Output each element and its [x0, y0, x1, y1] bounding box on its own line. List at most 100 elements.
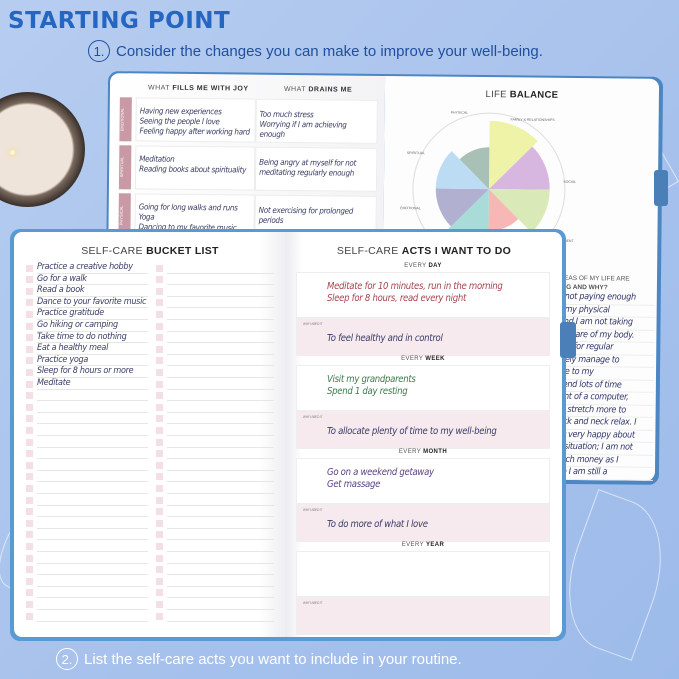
acts-box: Visit my grandparents Spend 1 day resting [296, 365, 550, 411]
checkbox[interactable] [156, 368, 163, 376]
checkbox[interactable] [26, 322, 33, 330]
section-label: EVERY MONTH [296, 446, 550, 458]
checkbox[interactable] [26, 276, 33, 284]
checkbox[interactable] [26, 566, 33, 574]
bucket-row [156, 459, 274, 471]
checkbox[interactable] [26, 426, 33, 434]
checkbox[interactable] [156, 403, 163, 411]
bucket-item [167, 587, 274, 599]
bucket-row: Take time to do nothing [26, 332, 148, 344]
checkbox[interactable] [26, 345, 33, 353]
reflection-line: back and neck relax. I [553, 416, 654, 431]
act-item: Spend 1 day resting [327, 386, 408, 397]
checkbox[interactable] [156, 508, 163, 516]
section-label: EVERY DAY [296, 260, 550, 272]
checkbox[interactable] [156, 438, 163, 446]
checkbox[interactable] [156, 392, 163, 400]
checkbox[interactable] [156, 450, 163, 458]
checkbox[interactable] [156, 542, 163, 550]
checkbox[interactable] [156, 276, 163, 284]
checkbox[interactable] [26, 415, 33, 423]
checkbox[interactable] [156, 310, 163, 318]
reflection-line: front of a computer, [553, 391, 654, 406]
checkbox[interactable] [26, 450, 33, 458]
bucket-item [37, 401, 148, 413]
bucket-row: Read a book [26, 285, 148, 297]
section-label-bold: WEEK [425, 356, 445, 362]
row-category-tag: EMOTIONAL [119, 97, 132, 142]
checkbox[interactable] [156, 589, 163, 597]
checkbox[interactable] [156, 334, 163, 342]
checkbox[interactable] [26, 589, 33, 597]
checkbox[interactable] [26, 392, 33, 400]
bucket-item [167, 540, 274, 552]
checkbox[interactable] [26, 577, 33, 585]
checkbox[interactable] [26, 357, 33, 365]
checkbox[interactable] [156, 380, 163, 388]
checkbox[interactable] [26, 519, 33, 527]
checkbox[interactable] [156, 531, 163, 539]
bucket-item [37, 471, 148, 483]
checkbox[interactable] [26, 334, 33, 342]
checkbox[interactable] [156, 322, 163, 330]
checkbox[interactable] [156, 426, 163, 434]
checkbox[interactable] [26, 461, 33, 469]
checkbox[interactable] [26, 310, 33, 318]
joy-item: Reading books about spirituality [139, 164, 247, 175]
checkbox[interactable] [156, 461, 163, 469]
checkbox[interactable] [156, 612, 163, 620]
checkbox[interactable] [156, 554, 163, 562]
checkbox[interactable] [156, 496, 163, 504]
wheel-segment [488, 189, 519, 231]
bucket-item [167, 274, 274, 286]
checkbox[interactable] [156, 415, 163, 423]
checkbox[interactable] [26, 368, 33, 376]
checkbox[interactable] [156, 484, 163, 492]
checkbox[interactable] [26, 473, 33, 481]
life-balance-page: LIFE BALANCE PHYSICAL FAMILY & RELATIONSH… [380, 76, 660, 481]
checkbox[interactable] [26, 438, 33, 446]
checkbox[interactable] [26, 612, 33, 620]
checkbox[interactable] [26, 380, 33, 388]
checkbox[interactable] [26, 403, 33, 411]
section-label-bold: YEAR [425, 542, 445, 548]
checkbox[interactable] [26, 554, 33, 562]
joy-header: WHAT FILLS ME WITH JOY [147, 84, 249, 93]
checkbox[interactable] [156, 345, 163, 353]
checkbox[interactable] [156, 519, 163, 527]
checkbox[interactable] [26, 484, 33, 492]
checkbox[interactable] [26, 600, 33, 608]
wheel-label: SPIRITUAL [407, 151, 425, 155]
checkbox[interactable] [156, 577, 163, 585]
checkbox[interactable] [26, 299, 33, 307]
checkbox[interactable] [156, 264, 163, 272]
checkbox[interactable] [26, 531, 33, 539]
checkbox[interactable] [156, 299, 163, 307]
checkbox[interactable] [156, 287, 163, 295]
checkbox[interactable] [26, 508, 33, 516]
bucket-item: Practice yoga [37, 355, 148, 367]
bucket-row [156, 424, 274, 436]
checkbox[interactable] [156, 473, 163, 481]
section-label-pre: EVERY [401, 356, 426, 362]
bucket-row [156, 308, 274, 320]
acts-box: Meditate for 10 minutes, run in the morn… [296, 272, 550, 318]
section-label-pre: EVERY [401, 542, 426, 548]
candle-image [0, 92, 85, 207]
checkbox[interactable] [156, 357, 163, 365]
reflection-line: ial situation; I am not [553, 441, 654, 456]
checkbox[interactable] [156, 600, 163, 608]
bucket-row [156, 320, 274, 332]
checkbox[interactable] [26, 287, 33, 295]
checkbox[interactable] [156, 566, 163, 574]
checkbox[interactable] [26, 264, 33, 272]
bucket-row [156, 390, 274, 402]
bucket-row [156, 575, 274, 587]
bucket-item [167, 610, 274, 622]
checkbox[interactable] [26, 542, 33, 550]
bucket-item: Practice gratitude [37, 308, 148, 320]
checkbox[interactable] [26, 496, 33, 504]
bucket-row [156, 332, 274, 344]
bucket-item [167, 448, 274, 460]
bucket-item [167, 494, 274, 506]
